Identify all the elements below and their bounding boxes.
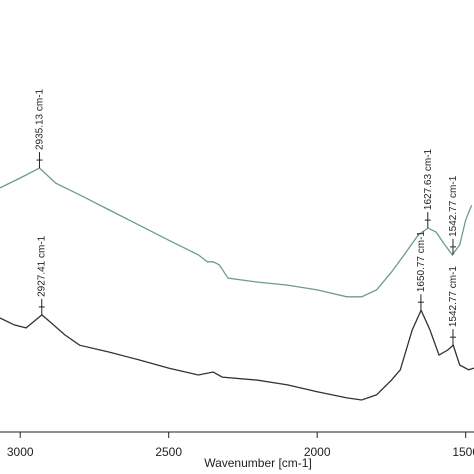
annotation-label: 1650.77 cm-1 xyxy=(416,231,427,293)
annotation-label: 2935.13 cm-1 xyxy=(34,88,45,150)
spectrum-line xyxy=(0,308,474,401)
annotation-label: 2927.41 cm-1 xyxy=(37,235,48,297)
x-axis-label: Wavenumber [cm-1] xyxy=(204,456,312,470)
annotation-label: 1627.63 cm-1 xyxy=(423,149,434,211)
annotation-label: 1542.77 cm-1 xyxy=(448,266,459,328)
x-tick-label: 3000 xyxy=(7,445,34,459)
x-tick-label: 1500 xyxy=(452,445,474,459)
x-tick-label: 2000 xyxy=(304,445,331,459)
x-tick-label: 2500 xyxy=(155,445,182,459)
annotation-label: 1542.77 cm-1 xyxy=(448,175,459,237)
spectrum-line xyxy=(0,167,473,298)
